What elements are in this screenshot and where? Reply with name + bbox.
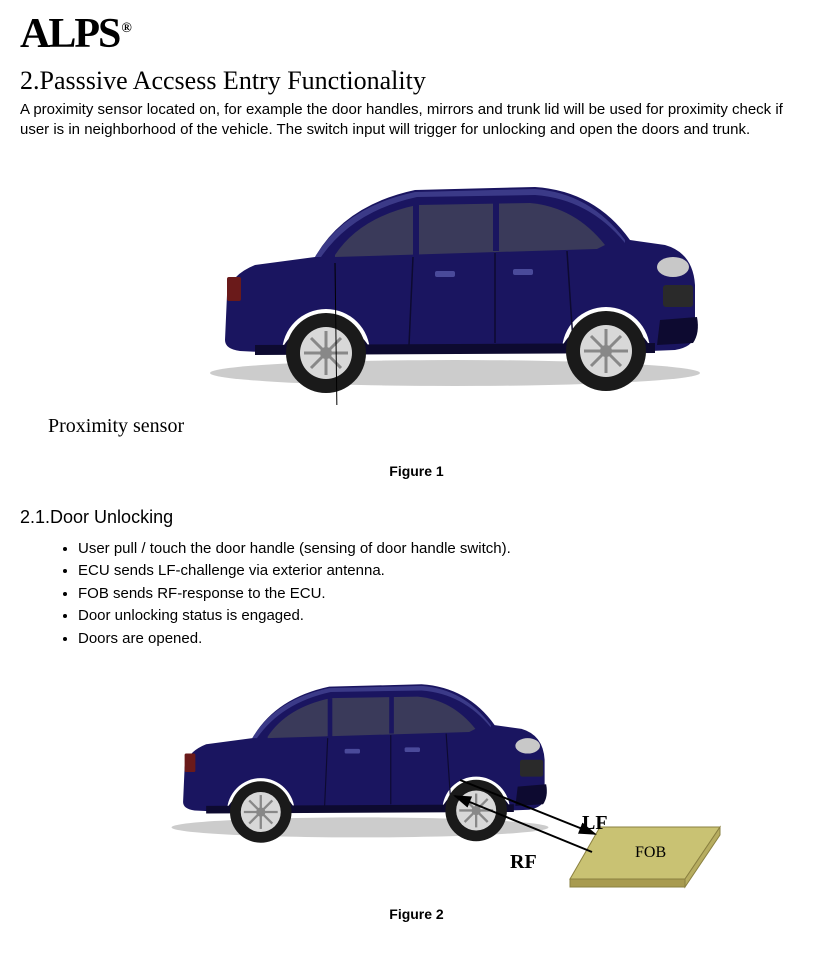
logo: ALPS® xyxy=(20,10,813,58)
steps-list: User pull / touch the door handle (sensi… xyxy=(78,538,813,651)
section-title-text: Passsive Accsess Entry Functionality xyxy=(40,66,426,95)
list-item: User pull / touch the door handle (sensi… xyxy=(78,538,813,561)
section-title: 2.Passsive Accsess Entry Functionality xyxy=(20,66,813,96)
figure-2-caption: Figure 2 xyxy=(20,906,813,922)
rf-label: RF xyxy=(510,851,537,874)
section-number: 2. xyxy=(20,66,40,95)
proximity-sensor-label: Proximity sensor xyxy=(48,415,184,438)
list-item: Doors are opened. xyxy=(78,628,813,651)
figure-1: Proximity sensor xyxy=(20,145,813,445)
intro-paragraph: A proximity sensor located on, for examp… xyxy=(20,100,813,141)
lf-label: LF xyxy=(582,812,608,835)
subsection-number: 2.1. xyxy=(20,507,50,527)
list-item: FOB sends RF-response to the ECU. xyxy=(78,583,813,606)
logo-text: ALPS xyxy=(20,11,119,57)
figure-2: FOB LF RF xyxy=(20,652,813,902)
list-item: ECU sends LF-challenge via exterior ante… xyxy=(78,560,813,583)
car-illustration-1 xyxy=(195,145,715,405)
subsection-title-text: Door Unlocking xyxy=(50,507,173,527)
subsection-title: 2.1.Door Unlocking xyxy=(20,507,813,528)
fob-label: FOB xyxy=(635,844,666,861)
list-item: Door unlocking status is engaged. xyxy=(78,605,813,628)
figure-1-caption: Figure 1 xyxy=(20,463,813,479)
logo-reg: ® xyxy=(121,21,129,36)
